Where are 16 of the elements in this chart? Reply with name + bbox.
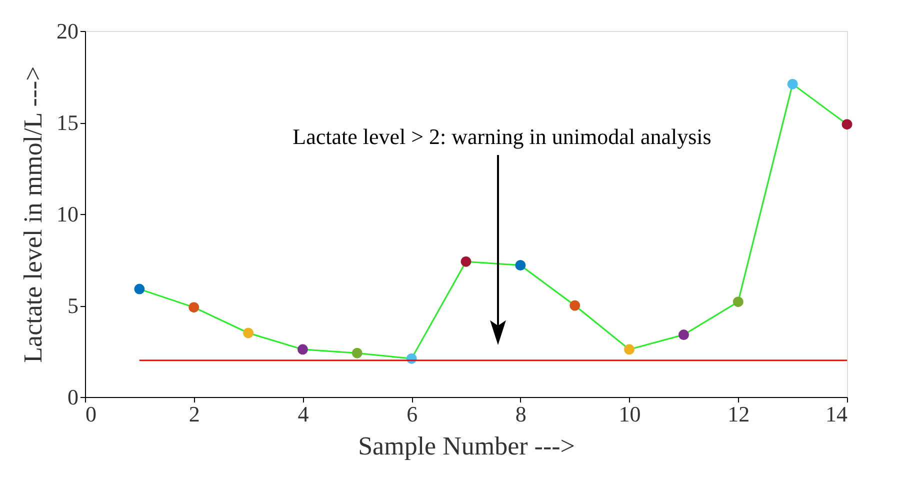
x-tick-label: 4	[298, 402, 309, 426]
y-axis-title: Lactate level in mmol/L --->	[18, 66, 48, 363]
x-tick-label: 2	[188, 402, 200, 426]
x-tick-label: 6	[406, 402, 418, 426]
y-tick-label: 20	[56, 18, 78, 44]
annotation: Lactate level > 2: warning in unimodal analysis	[292, 124, 712, 149]
y-tick-label: 15	[56, 110, 78, 135]
x-tick-label: 14	[826, 402, 848, 426]
x-tick-label: 10	[618, 402, 641, 426]
y-tick-label: 5	[68, 293, 78, 318]
x-tick-label: 12	[728, 402, 750, 426]
x-tick-label: 8	[515, 402, 526, 426]
y-tick-label: 10	[56, 202, 78, 226]
x-axis-title: Sample Number --->	[358, 432, 575, 460]
x-tick-label: 0	[86, 402, 96, 426]
y-tick-label: 0	[68, 384, 78, 410]
